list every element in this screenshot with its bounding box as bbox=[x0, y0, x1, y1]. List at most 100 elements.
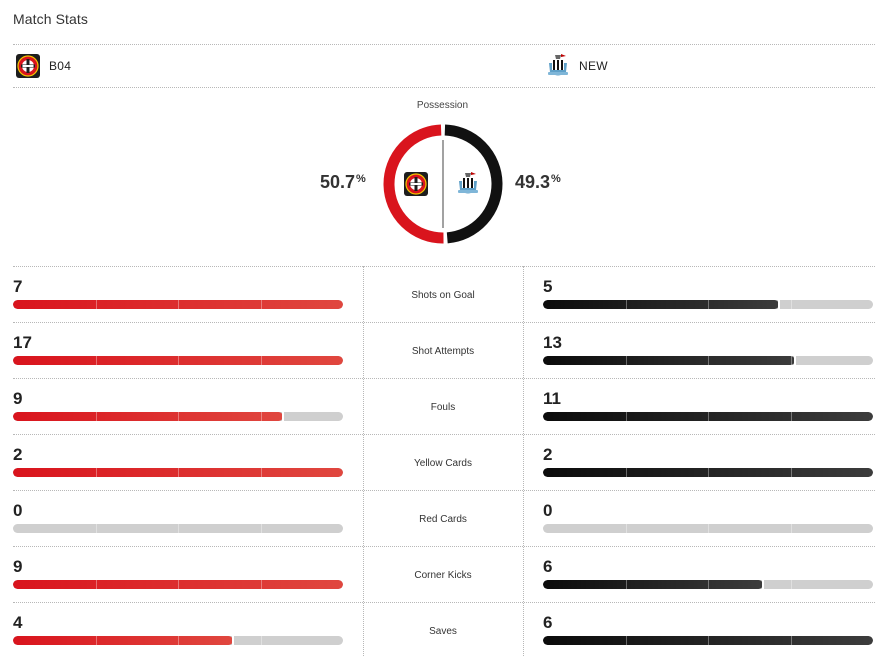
home-stat-bar bbox=[13, 468, 343, 477]
bar-tick bbox=[95, 636, 97, 645]
stat-row: 4 6 Saves bbox=[0, 602, 885, 658]
bar-tick bbox=[790, 300, 792, 309]
away-stat-bar-fill bbox=[543, 580, 763, 589]
bar-endcap bbox=[777, 300, 780, 309]
bar-tick bbox=[708, 580, 709, 589]
home-stat-value: 0 bbox=[13, 501, 23, 520]
bar-tick bbox=[625, 580, 627, 589]
bar-endcap bbox=[232, 636, 234, 645]
bar-tick bbox=[260, 580, 262, 589]
away-stat-bar bbox=[543, 468, 873, 477]
divider bbox=[13, 322, 875, 323]
bar-tick bbox=[708, 356, 709, 365]
stat-label: Corner Kicks bbox=[414, 570, 472, 581]
home-team-abbr: B04 bbox=[49, 59, 72, 73]
bar-tick bbox=[95, 580, 97, 589]
away-possession-value: 49.3% bbox=[515, 172, 561, 192]
page-title: Match Stats bbox=[13, 11, 89, 27]
home-stat-bar-fill bbox=[13, 356, 343, 365]
bar-tick bbox=[95, 412, 97, 421]
bar-tick bbox=[178, 524, 179, 533]
stat-label: Saves bbox=[429, 626, 457, 637]
bar-tick bbox=[95, 300, 97, 309]
bar-tick bbox=[625, 636, 627, 645]
newcastle-crest-icon bbox=[545, 53, 571, 79]
home-stat-bar bbox=[13, 356, 343, 365]
bayer-leverkusen-crest-icon bbox=[15, 53, 41, 79]
home-stat-bar-fill bbox=[13, 636, 233, 645]
stat-row: 2 2 Yellow Cards bbox=[0, 434, 885, 490]
bar-tick bbox=[625, 356, 627, 365]
divider bbox=[13, 602, 875, 603]
stat-label: Shots on Goal bbox=[411, 290, 475, 301]
away-stat-bar bbox=[543, 412, 873, 421]
home-stat-value: 9 bbox=[13, 557, 23, 576]
bar-tick bbox=[95, 356, 97, 365]
divider bbox=[13, 546, 875, 547]
divider bbox=[523, 266, 524, 656]
bar-tick bbox=[178, 300, 179, 309]
divider bbox=[13, 434, 875, 435]
home-team-header[interactable]: B04 bbox=[15, 53, 71, 79]
stat-row: 9 6 Corner Kicks bbox=[0, 546, 885, 602]
possession-donut bbox=[383, 124, 503, 244]
bar-tick bbox=[178, 636, 179, 645]
away-stat-value: 5 bbox=[543, 277, 553, 296]
home-stat-value: 7 bbox=[13, 277, 23, 296]
home-stat-value: 9 bbox=[13, 389, 23, 408]
home-stat-bar-fill bbox=[13, 412, 283, 421]
bar-tick bbox=[625, 468, 627, 477]
away-stat-bar bbox=[543, 356, 873, 365]
home-stat-bar bbox=[13, 636, 343, 645]
away-stat-bar-fill bbox=[543, 468, 873, 477]
bar-tick bbox=[708, 524, 709, 533]
bar-tick bbox=[178, 468, 179, 477]
bar-tick bbox=[178, 412, 179, 421]
home-possession-arc bbox=[383, 124, 444, 244]
stat-row: 9 11 Fouls bbox=[0, 378, 885, 434]
away-team-header[interactable]: NEW bbox=[545, 53, 608, 79]
bar-tick bbox=[625, 524, 627, 533]
bar-tick bbox=[178, 580, 179, 589]
bar-tick bbox=[260, 636, 262, 645]
bar-endcap bbox=[794, 356, 797, 365]
away-possession-arc bbox=[444, 124, 503, 244]
bar-tick bbox=[178, 356, 179, 365]
away-stat-bar-fill bbox=[543, 412, 873, 421]
stat-label: Yellow Cards bbox=[414, 458, 472, 469]
away-stat-bar bbox=[543, 524, 873, 533]
home-stat-value: 17 bbox=[13, 333, 32, 352]
stat-label: Fouls bbox=[430, 402, 456, 413]
home-stat-value: 2 bbox=[13, 445, 23, 464]
away-stat-bar bbox=[543, 580, 873, 589]
away-stat-bar-fill bbox=[543, 636, 873, 645]
home-stat-bar bbox=[13, 524, 343, 533]
bar-tick bbox=[790, 468, 792, 477]
home-stat-value: 4 bbox=[13, 613, 23, 632]
bar-tick bbox=[790, 412, 792, 421]
bar-tick bbox=[708, 300, 709, 309]
divider bbox=[13, 490, 875, 491]
bar-tick bbox=[95, 524, 97, 533]
bar-tick bbox=[260, 468, 262, 477]
bar-tick bbox=[625, 412, 627, 421]
bayer-leverkusen-crest-icon bbox=[404, 172, 428, 196]
bar-tick bbox=[790, 636, 792, 645]
bar-tick bbox=[625, 300, 627, 309]
away-stat-bar-fill bbox=[543, 356, 796, 365]
bar-tick bbox=[790, 580, 792, 589]
home-stat-bar-fill bbox=[13, 580, 343, 589]
divider bbox=[13, 87, 875, 88]
stat-row: 0 0 Red Cards bbox=[0, 490, 885, 546]
home-stat-bar bbox=[13, 300, 343, 309]
divider bbox=[13, 378, 875, 379]
stat-row: 17 13 Shot Attempts bbox=[0, 322, 885, 378]
home-stat-bar bbox=[13, 580, 343, 589]
away-stat-value: 2 bbox=[543, 445, 553, 464]
away-stat-bar bbox=[543, 300, 873, 309]
stat-label: Red Cards bbox=[419, 514, 467, 525]
away-stat-value: 6 bbox=[543, 557, 553, 576]
bar-tick bbox=[790, 356, 792, 365]
away-team-abbr: NEW bbox=[579, 59, 608, 73]
home-stat-bar-fill bbox=[13, 468, 343, 477]
